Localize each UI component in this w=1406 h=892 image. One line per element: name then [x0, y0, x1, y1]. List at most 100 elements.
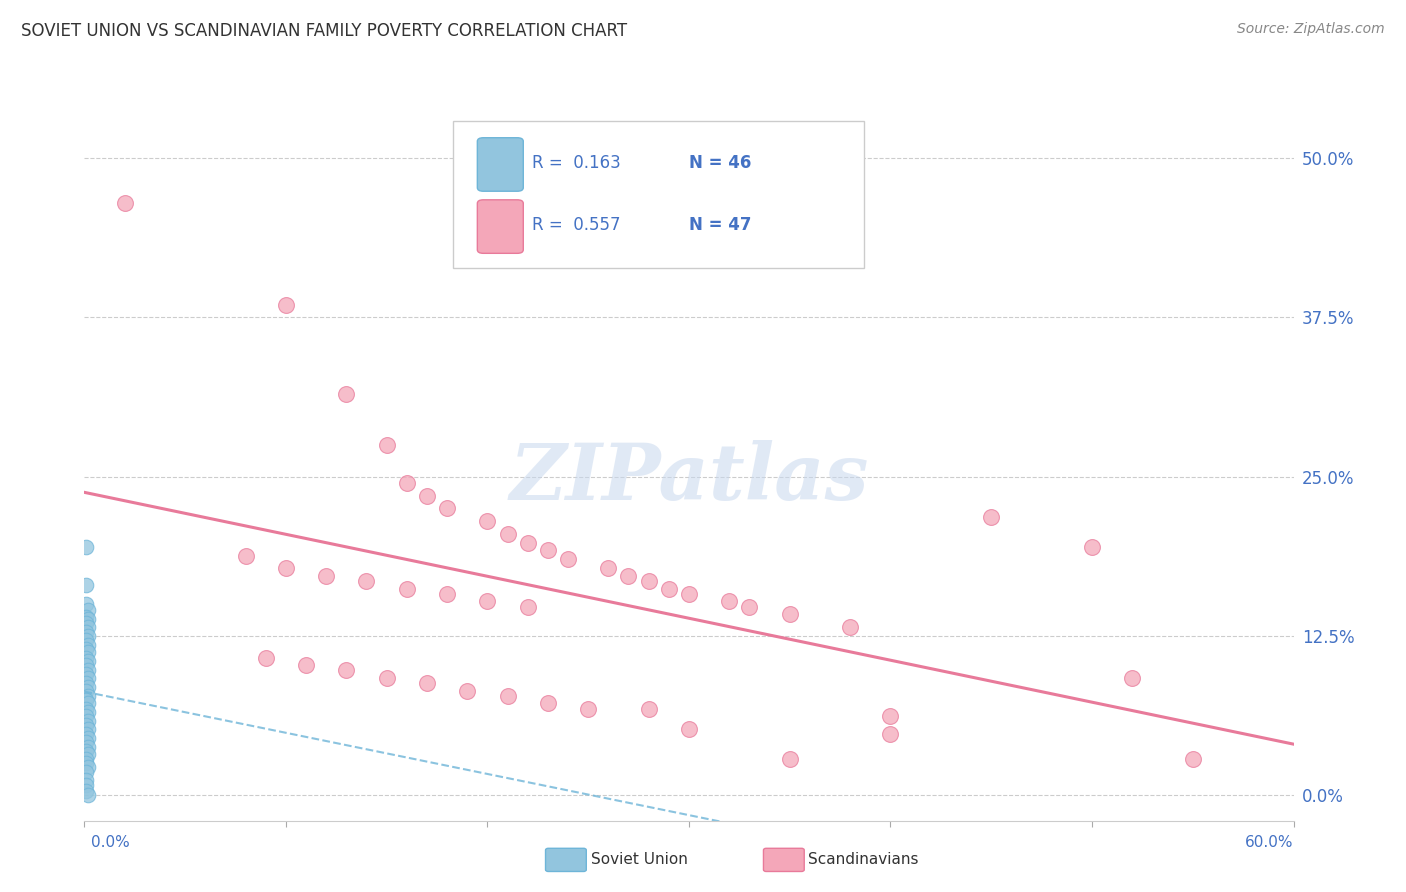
Point — [516, 599, 538, 614]
Point — [235, 549, 257, 563]
Point — [77, 697, 100, 711]
Point — [75, 609, 97, 624]
Point — [375, 671, 398, 685]
Point — [77, 788, 100, 802]
Point — [879, 709, 901, 723]
Text: Source: ZipAtlas.com: Source: ZipAtlas.com — [1237, 22, 1385, 37]
Text: 60.0%: 60.0% — [1246, 836, 1294, 850]
Point — [75, 692, 97, 706]
Text: 0.0%: 0.0% — [91, 836, 131, 850]
Text: N = 46: N = 46 — [689, 153, 751, 171]
Text: ZIPatlas: ZIPatlas — [509, 440, 869, 516]
Point — [75, 734, 97, 748]
Point — [718, 594, 741, 608]
Text: R =  0.163: R = 0.163 — [531, 153, 620, 171]
Point — [779, 607, 801, 622]
Text: N = 47: N = 47 — [689, 216, 751, 234]
Point — [477, 594, 499, 608]
Point — [114, 195, 136, 210]
Point — [75, 650, 97, 665]
Point — [456, 683, 478, 698]
Point — [77, 739, 100, 754]
Point — [75, 667, 97, 681]
Point — [75, 658, 97, 673]
Point — [738, 599, 761, 614]
Point — [75, 632, 97, 647]
Point — [77, 689, 100, 703]
Point — [416, 489, 439, 503]
Point — [77, 680, 100, 694]
Text: Scandinavians: Scandinavians — [808, 853, 920, 867]
Point — [436, 501, 458, 516]
Point — [779, 752, 801, 766]
Point — [335, 386, 357, 401]
Point — [77, 731, 100, 745]
FancyBboxPatch shape — [453, 121, 865, 268]
Point — [77, 638, 100, 652]
Point — [477, 514, 499, 528]
Point — [75, 756, 97, 771]
Text: SOVIET UNION VS SCANDINAVIAN FAMILY POVERTY CORRELATION CHART: SOVIET UNION VS SCANDINAVIAN FAMILY POVE… — [21, 22, 627, 40]
Point — [75, 727, 97, 741]
Point — [658, 582, 681, 596]
Point — [75, 625, 97, 640]
Point — [637, 574, 659, 588]
Point — [75, 765, 97, 780]
Point — [77, 663, 100, 677]
Point — [617, 569, 640, 583]
Point — [75, 784, 97, 798]
Point — [678, 587, 700, 601]
Point — [77, 603, 100, 617]
Point — [879, 727, 901, 741]
Point — [637, 701, 659, 715]
Point — [274, 561, 297, 575]
Point — [77, 620, 100, 634]
Point — [75, 752, 97, 766]
Point — [576, 701, 599, 715]
Point — [274, 297, 297, 311]
Point — [395, 582, 418, 596]
Point — [356, 574, 378, 588]
Point — [315, 569, 337, 583]
Point — [75, 676, 97, 690]
Point — [537, 697, 560, 711]
FancyBboxPatch shape — [478, 200, 523, 253]
Point — [75, 718, 97, 732]
Point — [75, 772, 97, 787]
Point — [77, 629, 100, 643]
Point — [496, 527, 519, 541]
Point — [254, 650, 277, 665]
Point — [75, 540, 97, 554]
Point — [598, 561, 620, 575]
Point — [75, 641, 97, 656]
Point — [75, 578, 97, 592]
Point — [295, 658, 318, 673]
FancyBboxPatch shape — [478, 137, 523, 191]
Point — [77, 612, 100, 626]
Point — [537, 543, 560, 558]
Point — [75, 743, 97, 757]
Point — [75, 778, 97, 792]
Point — [77, 706, 100, 720]
Point — [77, 760, 100, 774]
Point — [1081, 540, 1104, 554]
Point — [416, 676, 439, 690]
Point — [77, 654, 100, 668]
Point — [1181, 752, 1204, 766]
Point — [839, 620, 862, 634]
Point — [75, 616, 97, 631]
Point — [436, 587, 458, 601]
Point — [496, 689, 519, 703]
Point — [77, 714, 100, 729]
Point — [77, 747, 100, 762]
Point — [1121, 671, 1143, 685]
Point — [75, 683, 97, 698]
Point — [77, 645, 100, 659]
Point — [557, 552, 579, 566]
Point — [75, 709, 97, 723]
Point — [75, 597, 97, 611]
Point — [335, 663, 357, 677]
Point — [77, 671, 100, 685]
Y-axis label: Family Poverty: Family Poverty — [0, 408, 7, 520]
Text: R =  0.557: R = 0.557 — [531, 216, 620, 234]
